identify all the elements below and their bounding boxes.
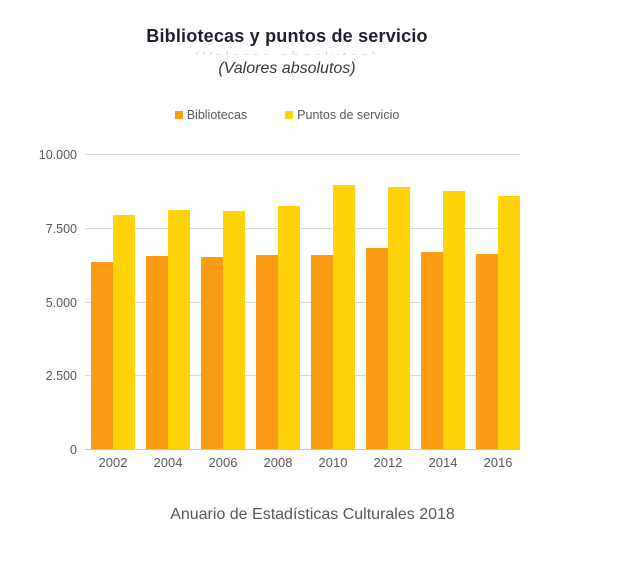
bar-group-2004: [146, 155, 190, 449]
bar-puntos-de-servicio-2016: [498, 196, 520, 449]
bar-puntos-de-servicio-2010: [333, 184, 355, 449]
bar-puntos-de-servicio-2004: [168, 209, 190, 449]
chart-title: Bibliotecas y puntos de servicio: [146, 26, 428, 46]
x-axis-tick-label-2008: 2008: [263, 455, 293, 470]
bar-chart-plot-area: 0 2.500 5.000 7.500 10.000: [39, 148, 520, 457]
bar-bibliotecas-2006: [201, 257, 223, 449]
faded-text-artifact: (Valores absolutos): [22, 49, 552, 56]
bar-bibliotecas-2014: [421, 252, 443, 449]
chart-column: Bibliotecas y puntos de servicio (Valore…: [22, 0, 552, 569]
bar-bibliotecas-2002: [91, 262, 113, 449]
x-axis-line: [85, 449, 520, 450]
bar-bibliotecas-2012: [366, 248, 388, 449]
bar-group-2002: [91, 155, 135, 449]
bar-puntos-de-servicio-2002: [113, 215, 135, 449]
legend-item-bibliotecas: Bibliotecas: [174, 108, 248, 122]
y-axis-tick-label: 7.500: [45, 221, 77, 236]
bar-bibliotecas-2010: [311, 254, 333, 449]
y-axis-tick-label: 5.000: [45, 295, 77, 310]
gridline: [85, 301, 520, 303]
gridline: [85, 375, 520, 377]
bar-group-2014: [421, 155, 465, 449]
y-axis-tick-label: 10.000: [38, 148, 77, 162]
bar-group-2010: [311, 155, 355, 449]
x-axis-tick-label-2010: 2010: [318, 455, 348, 470]
chart-subtitle: (Valores absolutos): [218, 60, 356, 77]
gridline: [85, 227, 520, 229]
bar-group-2016: [476, 155, 520, 449]
x-axis-tick-label-2012: 2012: [373, 455, 403, 470]
bar-puntos-de-servicio-2014: [443, 191, 465, 449]
bar-puntos-de-servicio-2006: [223, 210, 245, 449]
x-axis-labels: 2002 2004 2006 2008 2010 2012 2014 2016: [85, 455, 520, 470]
gridline: [85, 154, 520, 155]
bar-bibliotecas-2004: [146, 255, 168, 449]
bar-groups: [85, 155, 520, 449]
source-caption: Anuario de Estadísticas Culturales 2018: [170, 506, 455, 523]
x-axis-tick-label-2016: 2016: [483, 455, 513, 470]
legend-item-puntos-de-servicio: Puntos de servicio: [285, 108, 399, 122]
bar-group-2008: [256, 155, 300, 449]
bar-group-2012: [366, 155, 410, 449]
legend-label: Bibliotecas: [186, 108, 248, 122]
bar-bibliotecas-2008: [256, 254, 278, 449]
bar-group-2006: [201, 155, 245, 449]
x-axis-tick-label-2006: 2006: [208, 455, 238, 470]
legend-swatch-icon: [174, 111, 183, 119]
legend-label: Puntos de servicio: [297, 108, 400, 122]
x-axis-tick-label-2004: 2004: [153, 455, 183, 470]
y-axis-tick-label: 2.500: [45, 369, 77, 384]
legend-swatch-icon: [285, 111, 294, 119]
x-axis-tick-label-2002: 2002: [98, 455, 128, 470]
bar-puntos-de-servicio-2008: [278, 205, 300, 449]
x-axis-tick-label-2014: 2014: [428, 455, 458, 470]
chart-legend: Bibliotecas Puntos de servicio: [22, 108, 552, 122]
bar-bibliotecas-2016: [476, 254, 498, 449]
y-axis-tick-label: 0: [70, 443, 77, 457]
bar-puntos-de-servicio-2012: [388, 187, 410, 449]
